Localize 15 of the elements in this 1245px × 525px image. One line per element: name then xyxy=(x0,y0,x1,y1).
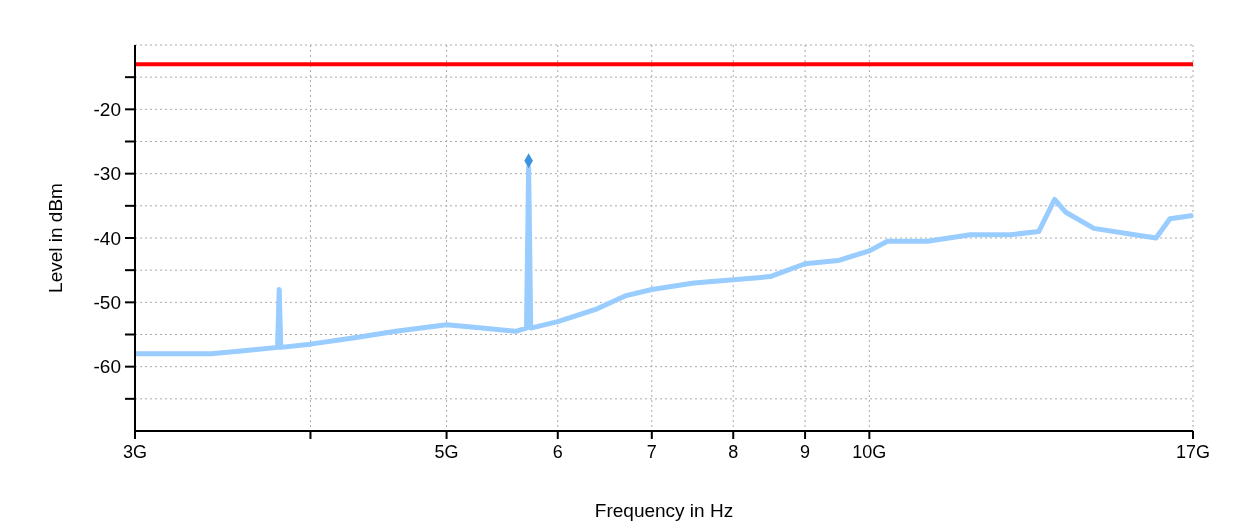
x-tick-label: 10G xyxy=(852,441,887,462)
x-tick-label: 7 xyxy=(646,441,657,462)
x-tick-label: 8 xyxy=(728,441,739,462)
y-axis-title: Level in dBm xyxy=(44,183,66,293)
y-tick-label: -60 xyxy=(93,356,121,378)
x-axis-title: Frequency in Hz xyxy=(594,500,734,521)
x-tick-label: 9 xyxy=(800,441,811,462)
y-tick-label: -50 xyxy=(93,292,121,314)
x-tick-label: 6 xyxy=(552,441,563,462)
y-tick-label: -30 xyxy=(93,163,121,185)
x-tick-label: 17G xyxy=(1175,441,1211,462)
x-tick-label: 3G xyxy=(122,441,148,462)
y-tick-label: -20 xyxy=(93,99,121,121)
x-tick-label: 5G xyxy=(434,441,459,462)
y-tick-label: -40 xyxy=(93,227,121,249)
